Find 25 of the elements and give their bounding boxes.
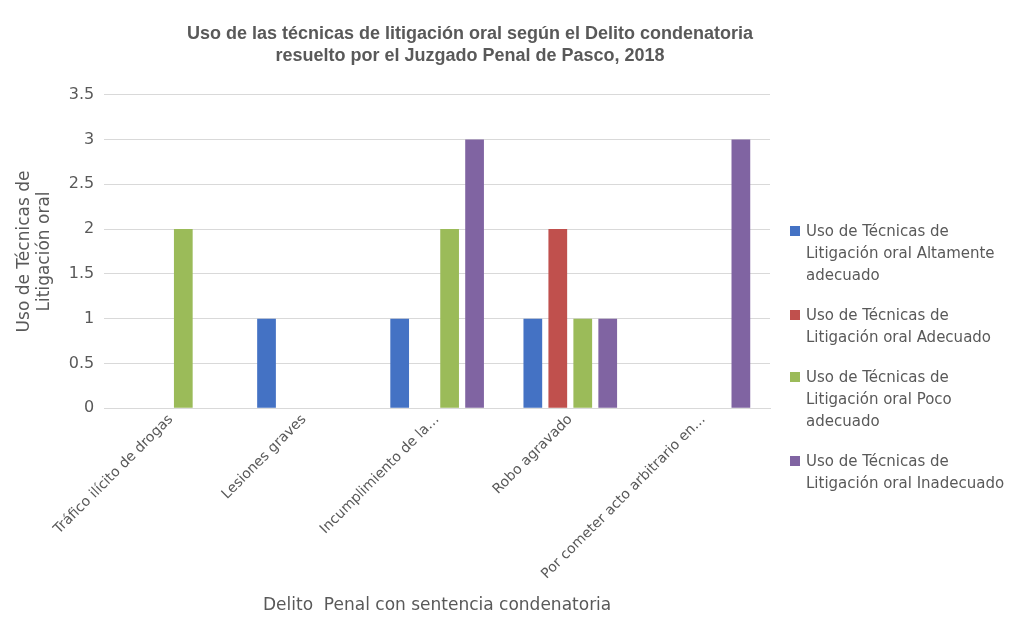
bar <box>440 229 459 408</box>
bar <box>573 318 593 408</box>
bar <box>390 318 410 408</box>
y-tick-label: 1 <box>84 307 95 327</box>
y-tick-label: 2 <box>84 218 95 238</box>
bar <box>598 318 618 408</box>
legend-label: Uso de Técnicas de Litigación oral Altamente adecuado <box>806 221 996 286</box>
y-tick-label: 3.5 <box>68 83 95 103</box>
y-tick-label: 0.5 <box>68 352 95 372</box>
bar <box>257 318 276 408</box>
y-axis-title: Uso de Técnicas de Litigación oral <box>12 170 54 333</box>
chart-title: Uso de las técnicas de litigación oral según el Delito condenatoria resuelto por el Juzgado Penal de Pasco, 2018 <box>185 22 755 66</box>
y-tick-label: 2.5 <box>68 173 95 193</box>
y-tick-label: 3 <box>84 128 95 148</box>
bar <box>173 229 193 408</box>
legend-label: Uso de Técnicas de Litigación oral Poco adecuado <box>806 367 953 432</box>
y-tick-label: 0 <box>84 397 95 417</box>
x-axis-title: Delito Penal con sentencia condenatoria <box>262 594 612 615</box>
y-tick-label: 1.5 <box>68 263 95 283</box>
bar <box>465 139 484 408</box>
bar <box>731 139 751 408</box>
legend-label: Uso de Técnicas de Litigación oral Inadecuado <box>806 451 1006 494</box>
bar <box>523 318 543 408</box>
bar <box>548 229 568 408</box>
legend-label: Uso de Técnicas de Litigación oral Adecuado <box>806 305 993 348</box>
